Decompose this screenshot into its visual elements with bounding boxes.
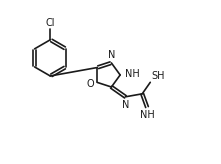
Text: O: O [86, 79, 94, 89]
Text: N: N [108, 50, 115, 60]
Text: NH: NH [125, 69, 139, 79]
Text: Cl: Cl [46, 18, 55, 28]
Text: SH: SH [151, 71, 165, 81]
Text: N: N [122, 100, 129, 110]
Text: NH: NH [140, 110, 154, 120]
